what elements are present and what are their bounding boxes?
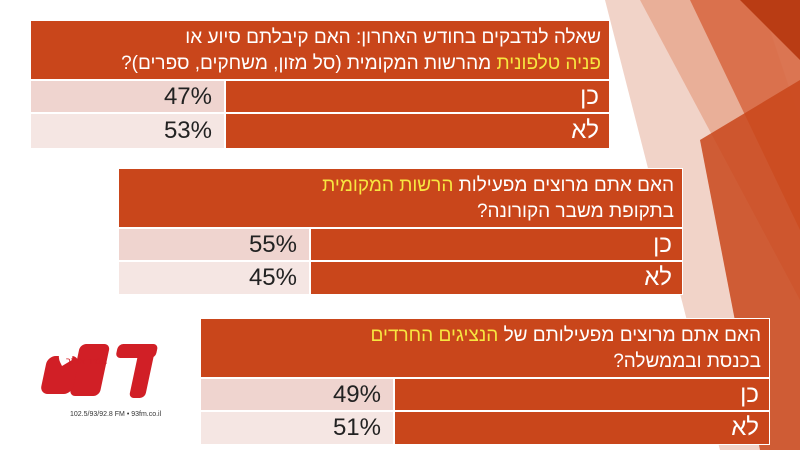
percent-value: 45%	[118, 261, 310, 295]
answer-label: לא	[225, 113, 610, 149]
poll-2-question-prefix: האם אתם מרוצים מפעילות	[458, 175, 674, 196]
poll-3-question-suffix: בכנסת ובממשלה?	[613, 351, 761, 372]
table-row: לא 45%	[118, 261, 683, 295]
answer-label: כן	[394, 378, 770, 411]
table-row: כן 55%	[118, 228, 683, 261]
table-row: כן 49%	[200, 378, 770, 411]
poll-3-question-highlight: הנציגים החרדים	[370, 325, 499, 346]
answer-label: לא	[394, 411, 770, 445]
poll-3-question-prefix: האם אתם מרוצים מפעילותם של	[503, 325, 761, 346]
percent-value: 49%	[200, 378, 394, 411]
kol-chai-logo: תמיד אותך 102.5/93/92.8 FM • 93fm.co.il	[41, 344, 162, 418]
answer-label: כן	[225, 80, 610, 113]
poll-2-question-highlight: הרשות המקומית	[322, 175, 454, 196]
poll-3-question: האם אתם מרוצים מפעילותם של הנציגים החרדי…	[200, 318, 770, 378]
poll-2-question-suffix: בתקופת משבר הקורונה?	[476, 201, 674, 222]
table-row: כן 47%	[30, 80, 610, 113]
percent-value: 53%	[30, 113, 225, 149]
poll-1: שאלה לנדבקים בחודש האחרון: האם קיבלתם סי…	[30, 20, 610, 149]
poll-2-question: האם אתם מרוצים מפעילות הרשות המקומית בתק…	[118, 168, 683, 228]
percent-value: 55%	[118, 228, 310, 261]
logo-tagline: תמיד אותך	[66, 356, 107, 366]
poll-3: האם אתם מרוצים מפעילותם של הנציגים החרדי…	[200, 318, 770, 445]
poll-1-question-highlight: פניה טלפונית	[496, 53, 601, 74]
percent-value: 51%	[200, 411, 394, 445]
answer-label: כן	[310, 228, 683, 261]
answer-label: לא	[310, 261, 683, 295]
table-row: לא 53%	[30, 113, 610, 149]
poll-2: האם אתם מרוצים מפעילות הרשות המקומית בתק…	[118, 168, 683, 295]
table-row: לא 51%	[200, 411, 770, 445]
poll-1-question-suffix: מהרשות המקומית (סל מזון, משחקים, ספרים)?	[121, 53, 492, 74]
poll-1-question-prefix: שאלה לנדבקים בחודש האחרון: האם קיבלתם סי…	[185, 27, 601, 48]
poll-1-question: שאלה לנדבקים בחודש האחרון: האם קיבלתם סי…	[30, 20, 610, 80]
percent-value: 47%	[30, 80, 225, 113]
logo-frequencies: 102.5/93/92.8 FM • 93fm.co.il	[70, 411, 162, 418]
